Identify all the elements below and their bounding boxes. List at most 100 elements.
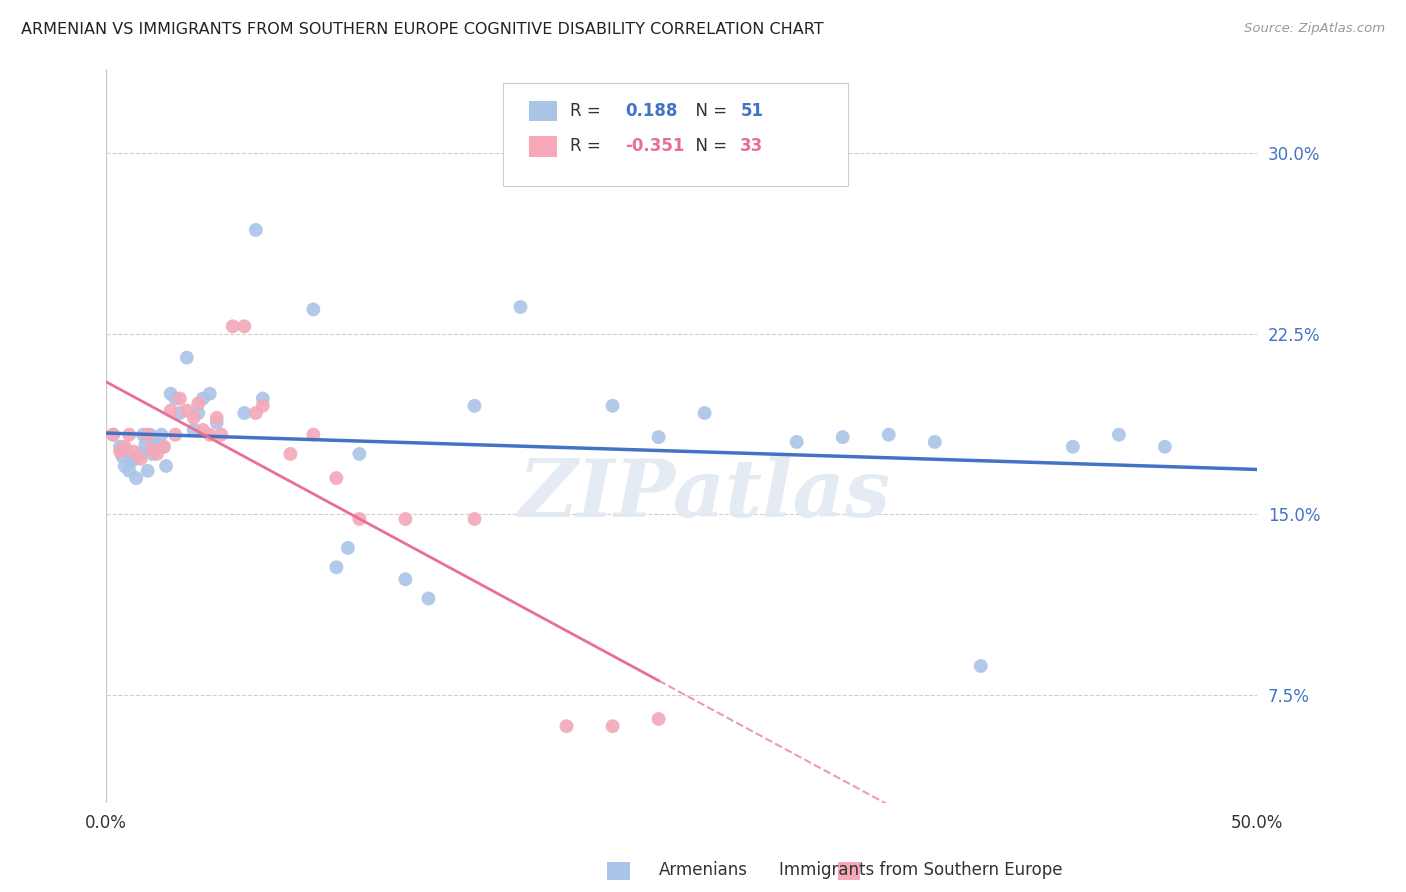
Point — [136, 464, 159, 478]
Point — [101, 427, 124, 442]
Point — [647, 430, 669, 444]
Point — [924, 434, 946, 449]
Point — [198, 386, 221, 401]
Text: -0.351: -0.351 — [626, 137, 685, 155]
Point — [1154, 440, 1177, 454]
FancyBboxPatch shape — [503, 83, 848, 186]
Point — [183, 423, 205, 437]
Text: 0.188: 0.188 — [626, 103, 678, 120]
Point — [122, 451, 145, 466]
Point — [108, 444, 131, 458]
Point — [118, 427, 141, 442]
Point — [336, 541, 359, 555]
Point — [165, 427, 187, 442]
Point — [129, 447, 152, 461]
Text: Armenians: Armenians — [658, 861, 748, 879]
Point — [159, 386, 181, 401]
Point — [159, 403, 181, 417]
Point — [150, 427, 173, 442]
Point — [222, 319, 245, 334]
Point — [146, 437, 169, 451]
Point — [134, 437, 156, 451]
Point — [349, 512, 371, 526]
FancyBboxPatch shape — [529, 136, 557, 157]
Point — [121, 454, 143, 468]
Point — [325, 471, 347, 485]
Point — [125, 471, 148, 485]
Point — [101, 427, 124, 442]
Point — [139, 427, 162, 442]
Point — [187, 396, 209, 410]
Point — [129, 451, 152, 466]
Point — [602, 719, 624, 733]
Point — [187, 406, 209, 420]
Point — [693, 406, 716, 420]
Point — [831, 430, 853, 444]
Point — [463, 399, 485, 413]
Point — [143, 440, 166, 454]
Point — [209, 427, 232, 442]
Point — [970, 659, 993, 673]
Text: R =: R = — [569, 137, 606, 155]
Text: N =: N = — [685, 137, 733, 155]
Point — [191, 423, 214, 437]
Point — [136, 427, 159, 442]
Point — [141, 442, 163, 457]
Point — [191, 392, 214, 406]
Point — [245, 223, 267, 237]
Point — [205, 410, 228, 425]
Point — [252, 392, 274, 406]
Point — [602, 399, 624, 413]
Point — [155, 458, 177, 473]
Point — [394, 572, 416, 586]
Point — [302, 302, 325, 317]
Point — [555, 719, 578, 733]
Point — [183, 410, 205, 425]
Point — [169, 406, 191, 420]
FancyBboxPatch shape — [529, 101, 557, 121]
Point — [176, 351, 198, 365]
Point — [169, 392, 191, 406]
Point — [165, 392, 187, 406]
Text: N =: N = — [685, 103, 733, 120]
Point — [245, 406, 267, 420]
Point — [280, 447, 302, 461]
Point — [233, 406, 256, 420]
Point — [152, 440, 174, 454]
Text: ZIPatlas: ZIPatlas — [519, 456, 890, 533]
Point — [108, 440, 131, 454]
Point — [111, 450, 134, 464]
Text: ARMENIAN VS IMMIGRANTS FROM SOUTHERN EUROPE COGNITIVE DISABILITY CORRELATION CHA: ARMENIAN VS IMMIGRANTS FROM SOUTHERN EUR… — [21, 22, 824, 37]
Point — [1062, 440, 1084, 454]
Point — [252, 399, 274, 413]
Point — [463, 512, 485, 526]
Point — [877, 427, 900, 442]
Point — [122, 444, 145, 458]
Text: Source: ZipAtlas.com: Source: ZipAtlas.com — [1244, 22, 1385, 36]
Text: 51: 51 — [741, 103, 763, 120]
Point — [114, 458, 136, 473]
Point — [394, 512, 416, 526]
Point — [141, 447, 163, 461]
Point — [152, 440, 174, 454]
Point — [205, 416, 228, 430]
Point — [325, 560, 347, 574]
Point — [146, 447, 169, 461]
Text: Immigrants from Southern Europe: Immigrants from Southern Europe — [779, 861, 1063, 879]
Point — [198, 427, 221, 442]
Point — [233, 319, 256, 334]
Point — [118, 464, 141, 478]
Point — [1108, 427, 1130, 442]
Text: 33: 33 — [741, 137, 763, 155]
Point — [509, 300, 531, 314]
Point — [349, 447, 371, 461]
Point — [132, 427, 155, 442]
Point — [418, 591, 440, 606]
Text: R =: R = — [569, 103, 606, 120]
Point — [647, 712, 669, 726]
Point — [786, 434, 808, 449]
Point — [115, 444, 138, 458]
Point — [114, 440, 136, 454]
Point — [302, 427, 325, 442]
Point — [176, 403, 198, 417]
